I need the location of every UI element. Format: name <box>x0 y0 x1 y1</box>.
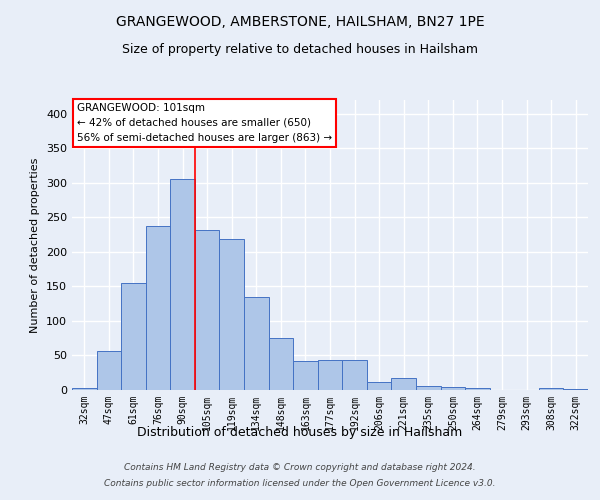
Bar <box>293 361 318 390</box>
Bar <box>220 239 244 390</box>
Bar <box>391 378 416 390</box>
Bar <box>367 382 391 390</box>
Bar <box>121 283 146 390</box>
Text: Distribution of detached houses by size in Hailsham: Distribution of detached houses by size … <box>137 426 463 439</box>
Bar <box>539 388 563 390</box>
Bar <box>440 387 465 390</box>
Bar <box>72 388 97 390</box>
Text: GRANGEWOOD: 101sqm
← 42% of detached houses are smaller (650)
56% of semi-detach: GRANGEWOOD: 101sqm ← 42% of detached hou… <box>77 103 332 142</box>
Bar <box>97 350 121 390</box>
Bar <box>563 388 588 390</box>
Bar <box>318 360 342 390</box>
Bar <box>342 360 367 390</box>
Text: Size of property relative to detached houses in Hailsham: Size of property relative to detached ho… <box>122 42 478 56</box>
Bar <box>244 298 269 390</box>
Text: Contains public sector information licensed under the Open Government Licence v3: Contains public sector information licen… <box>104 478 496 488</box>
Bar <box>465 388 490 390</box>
Text: GRANGEWOOD, AMBERSTONE, HAILSHAM, BN27 1PE: GRANGEWOOD, AMBERSTONE, HAILSHAM, BN27 1… <box>116 15 484 29</box>
Text: Contains HM Land Registry data © Crown copyright and database right 2024.: Contains HM Land Registry data © Crown c… <box>124 464 476 472</box>
Bar <box>269 338 293 390</box>
Y-axis label: Number of detached properties: Number of detached properties <box>31 158 40 332</box>
Bar <box>195 230 220 390</box>
Bar <box>416 386 440 390</box>
Bar <box>146 226 170 390</box>
Bar <box>170 180 195 390</box>
